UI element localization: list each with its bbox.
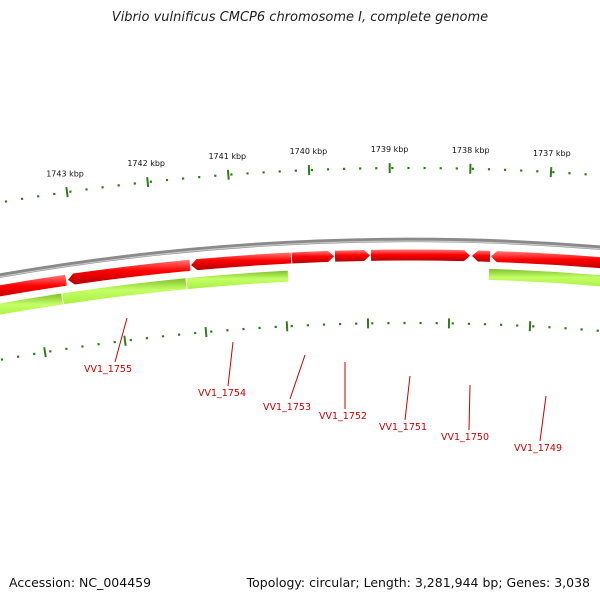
feature-green-2 [186,270,289,290]
map-title: Vibrio vulnificus CMCP6 chromosome I, co… [111,10,489,25]
inner-major-ticks [43,318,532,358]
accession-text: Accession: NC_004459 [9,575,152,590]
leader-line-5 [468,384,471,431]
feature-green-1 [62,278,187,305]
feature-red-7 [491,251,600,269]
kbp-major-tick-2 [226,169,230,180]
kbp-major-tick-6 [549,167,553,178]
inner-major-tick-0 [43,347,47,358]
kbp-labels: 1743 kbp 1742 kbp 1741 kbp 1740 kbp 1739 kbp… [46,145,570,178]
gene-label-vv1-1754: VV1_1754 [198,388,246,399]
inner-major-tick-3 [285,321,289,332]
gene-label-vv1-1755: VV1_1755 [84,364,132,375]
feature-red-0 [0,274,67,297]
leader-line-1 [227,341,234,387]
feature-green-0 [0,293,63,315]
inner-major-tick-1 [123,335,127,346]
gene-label-vv1-1753: VV1_1753 [263,402,311,413]
feature-red-3 [291,250,334,264]
kbp-major-tick-0 [65,187,69,198]
leader-line-2 [289,354,306,400]
inner-tick-ring [0,321,599,361]
kbp-label-3: 1740 kbp [290,147,328,156]
leader-line-6 [539,395,547,442]
kbp-label-5: 1738 kbp [452,146,490,155]
genome-summary-text: Topology: circular; Length: 3,281,944 bp… [246,575,590,590]
kbp-label-6: 1737 kbp [533,149,571,158]
feature-red-1 [68,259,191,285]
gene-label-vv1-1750: VV1_1750 [441,432,489,443]
outer-tick-ring [4,166,587,203]
gene-label-vv1-1752: VV1_1752 [319,411,367,422]
backbone-track [0,237,600,278]
gene-leader-lines [114,317,547,442]
backbone-highlight [0,240,600,278]
kbp-label-4: 1739 kbp [371,145,409,154]
feature-red-6 [472,250,491,262]
feature-red-5 [370,249,470,262]
kbp-major-tick-1 [146,176,150,188]
gene-features [0,249,600,315]
gene-label-vv1-1749: VV1_1749 [514,443,562,454]
feature-red-2 [191,252,292,271]
feature-red-4 [334,249,370,262]
feature-green-3 [488,268,600,287]
kbp-label-2: 1741 kbp [208,152,246,161]
leader-line-4 [404,375,411,421]
kbp-label-1: 1742 kbp [127,159,165,168]
gene-label-vv1-1751: VV1_1751 [379,422,427,433]
kbp-major-ticks [65,163,553,198]
inner-major-tick-2 [204,327,208,338]
kbp-label-0: 1743 kbp [46,169,84,178]
leader-line-0 [114,317,128,363]
inner-major-tick-6 [528,321,532,332]
gene-labels: VV1_1755 VV1_1754 VV1_1753 VV1_1752 VV1_… [84,364,562,454]
